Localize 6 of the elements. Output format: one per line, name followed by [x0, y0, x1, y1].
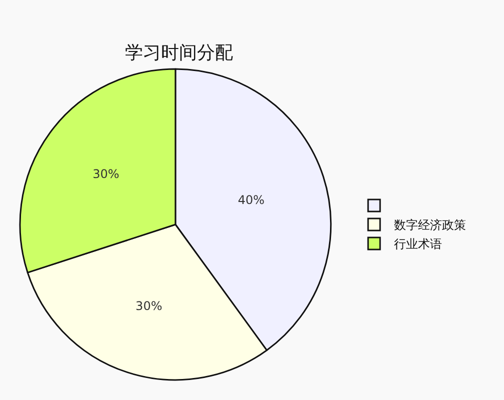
data-label: 30%	[92, 166, 120, 181]
legend-label: 数字经济政策	[394, 218, 466, 232]
legend-label: 行业术语	[394, 237, 442, 252]
chart-title: 学习时间分配	[124, 42, 233, 64]
data-label: 30%	[136, 299, 162, 314]
data-label: 40%	[238, 192, 265, 207]
